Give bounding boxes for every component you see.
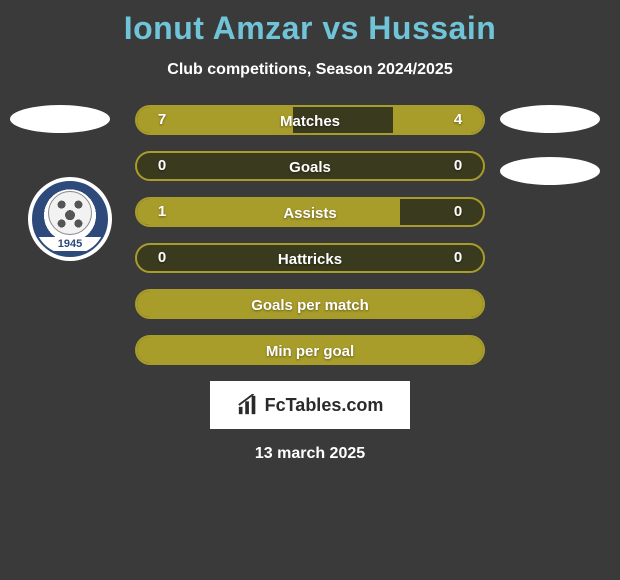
stat-value-right: 0 bbox=[438, 243, 478, 273]
stat-fill-left bbox=[137, 337, 483, 363]
stat-track: Goals bbox=[135, 151, 485, 181]
stat-value-left: 0 bbox=[142, 243, 182, 273]
brand-logo-icon bbox=[237, 394, 259, 416]
stat-track: Matches bbox=[135, 105, 485, 135]
stat-value-left: 0 bbox=[142, 151, 182, 181]
brand-text: FcTables.com bbox=[265, 395, 384, 416]
stat-row: Assists1 0 bbox=[0, 197, 620, 227]
stat-row: Matches7 4 bbox=[0, 105, 620, 135]
stat-row: Goals0 0 bbox=[0, 151, 620, 181]
stat-row: Min per goal bbox=[0, 335, 620, 365]
stat-value-right: 0 bbox=[438, 197, 478, 227]
stat-track: Goals per match bbox=[135, 289, 485, 319]
stat-value-right: 4 bbox=[438, 105, 478, 135]
stat-track: Assists bbox=[135, 197, 485, 227]
comparison-stage: 1945 Matches74Goals00Assists10Hattricks0… bbox=[0, 105, 620, 365]
page-subtitle: Club competitions, Season 2024/2025 bbox=[0, 61, 620, 79]
stat-track: Min per goal bbox=[135, 335, 485, 365]
stat-value-left: 7 bbox=[142, 105, 182, 135]
stat-row: Hattricks0 0 bbox=[0, 243, 620, 273]
stat-label: Goals bbox=[137, 153, 483, 181]
stat-value-right: 0 bbox=[438, 151, 478, 181]
stat-label: Hattricks bbox=[137, 245, 483, 273]
stat-value-left: 1 bbox=[142, 197, 182, 227]
page-title: Ionut Amzar vs Hussain bbox=[0, 0, 620, 47]
stat-track: Hattricks bbox=[135, 243, 485, 273]
stat-row: Goals per match bbox=[0, 289, 620, 319]
footer-date: 13 march 2025 bbox=[0, 445, 620, 463]
stat-fill-left bbox=[137, 291, 483, 317]
brand-badge: FcTables.com bbox=[210, 381, 410, 429]
